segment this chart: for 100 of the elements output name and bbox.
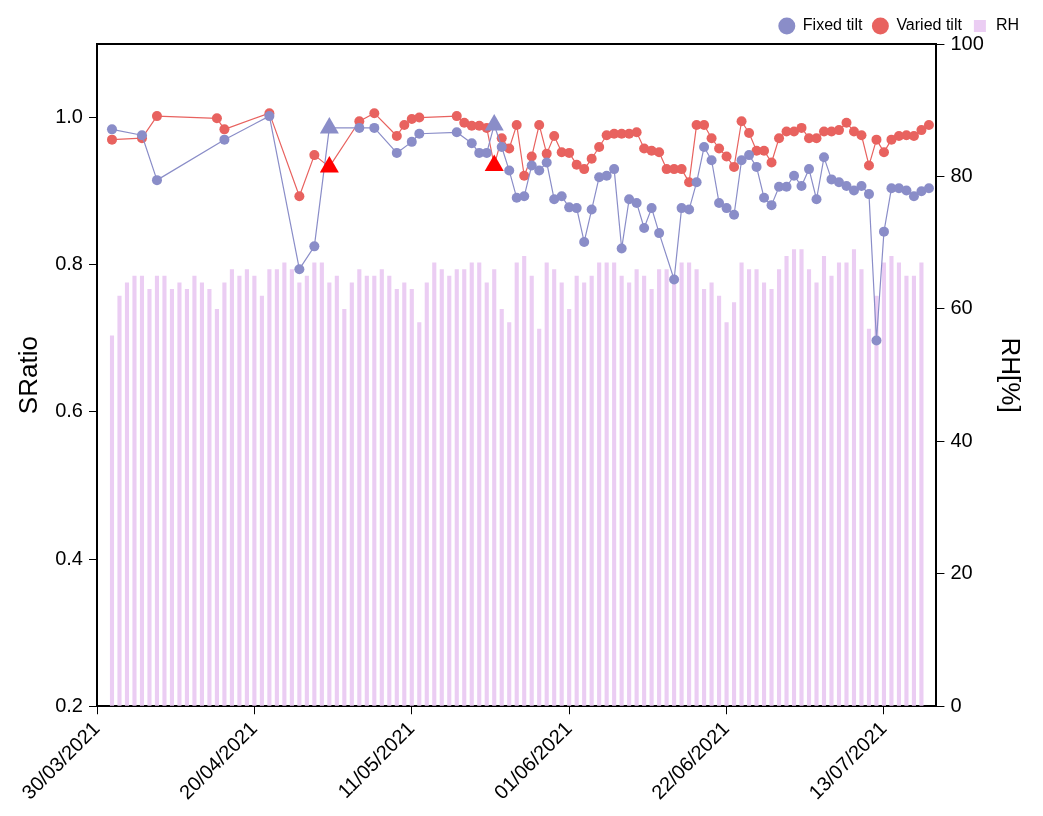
bar	[747, 269, 752, 706]
bar	[589, 275, 594, 706]
bar	[387, 275, 392, 706]
bar	[559, 282, 564, 706]
bar	[529, 275, 534, 706]
point	[484, 113, 504, 131]
bar	[139, 275, 145, 706]
bar	[222, 282, 227, 706]
bar	[364, 275, 369, 706]
bar	[851, 249, 857, 706]
bar	[177, 282, 182, 706]
y2-tick-label: 60	[950, 296, 973, 319]
bar	[776, 269, 782, 706]
y2-tick-label: 80	[950, 163, 973, 186]
bar	[664, 269, 669, 706]
bar	[424, 282, 429, 706]
bar	[732, 302, 737, 706]
bar	[717, 295, 722, 706]
bar	[469, 262, 474, 706]
bar	[267, 269, 272, 706]
bar	[657, 269, 662, 706]
bar	[169, 289, 175, 706]
bar	[214, 308, 219, 706]
point	[319, 116, 339, 134]
bar	[582, 282, 587, 706]
bar	[184, 289, 189, 706]
bar	[694, 269, 699, 706]
bar	[312, 262, 317, 706]
bar	[627, 282, 632, 706]
bar	[612, 262, 617, 706]
bar	[806, 269, 812, 706]
bar	[319, 262, 324, 706]
bar	[814, 282, 819, 706]
y2-tick-label: 20	[950, 561, 973, 584]
bar	[567, 308, 572, 706]
bar	[702, 289, 707, 706]
bar	[192, 275, 197, 706]
bar	[297, 282, 302, 706]
bar	[132, 275, 137, 706]
bar	[919, 262, 924, 706]
y-tick-label: 0.2	[55, 693, 83, 716]
bar	[724, 322, 729, 706]
bar	[889, 255, 894, 706]
bar	[821, 255, 827, 706]
y-tick-label: 0.6	[55, 399, 83, 422]
bar	[544, 262, 549, 706]
bar	[327, 282, 332, 706]
bar	[289, 269, 294, 706]
bar	[522, 255, 527, 706]
bar	[709, 282, 714, 706]
bar	[162, 275, 167, 706]
bar	[634, 269, 639, 706]
bar	[574, 275, 579, 706]
bar	[649, 289, 654, 706]
bar	[604, 262, 609, 706]
bar	[274, 269, 279, 706]
bar	[799, 249, 804, 706]
bar	[484, 282, 489, 706]
y2-tick-label: 40	[950, 428, 973, 451]
bar	[207, 289, 212, 706]
bar	[199, 282, 204, 706]
y2-tick-label: 0	[950, 693, 962, 716]
bar	[342, 308, 347, 706]
bar	[769, 289, 774, 706]
bar	[417, 322, 422, 706]
y-axis-title: SRatio	[12, 336, 43, 415]
bar	[844, 262, 849, 706]
bar	[357, 269, 362, 706]
bar	[372, 275, 377, 706]
y2-axis-title: RH[%]	[996, 337, 1027, 413]
bar	[552, 269, 557, 706]
bar	[147, 289, 152, 706]
bar	[687, 262, 692, 706]
bar	[619, 275, 624, 706]
y-tick-label: 0.4	[55, 546, 83, 569]
bar	[334, 275, 339, 706]
bar	[244, 269, 249, 706]
y-tick-label: 0.8	[55, 252, 83, 275]
bar	[754, 269, 759, 706]
bar	[477, 262, 482, 706]
y-tick-label: 1.0	[55, 105, 83, 128]
bar	[454, 269, 459, 706]
bar	[784, 255, 789, 706]
bar	[492, 269, 497, 706]
bar	[252, 275, 257, 706]
bar	[597, 262, 602, 706]
legend-label: RH	[995, 16, 1019, 34]
bar	[124, 282, 130, 706]
point	[319, 155, 339, 173]
bar	[282, 262, 287, 706]
bar	[859, 269, 864, 706]
bar	[537, 328, 542, 706]
bar	[499, 308, 504, 706]
bar	[117, 295, 122, 706]
bar	[447, 275, 452, 706]
bar	[836, 262, 842, 706]
bar	[237, 275, 242, 706]
bar	[507, 322, 512, 706]
bar	[791, 249, 797, 706]
bar	[462, 269, 467, 706]
